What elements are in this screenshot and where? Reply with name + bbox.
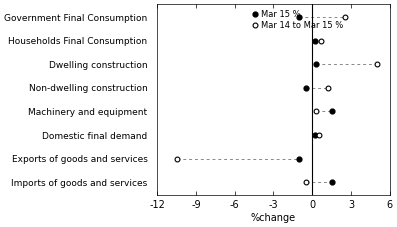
Point (328, 110, 335, 113)
Point (316, 133, 322, 137)
Point (313, 110, 319, 113)
Point (296, 157, 303, 160)
Point (313, 62, 319, 66)
Point (318, 39, 324, 42)
Point (303, 86, 309, 90)
Point (328, 180, 335, 184)
Point (312, 39, 318, 42)
Point (325, 86, 331, 90)
Point (374, 62, 380, 66)
Point (312, 133, 318, 137)
Point (296, 15, 303, 19)
Point (341, 15, 348, 19)
Legend: Mar 15 %, Mar 14 to Mar 15 %: Mar 15 %, Mar 14 to Mar 15 % (250, 8, 345, 31)
Point (303, 180, 309, 184)
X-axis label: %change: %change (251, 213, 296, 223)
Point (173, 157, 180, 160)
